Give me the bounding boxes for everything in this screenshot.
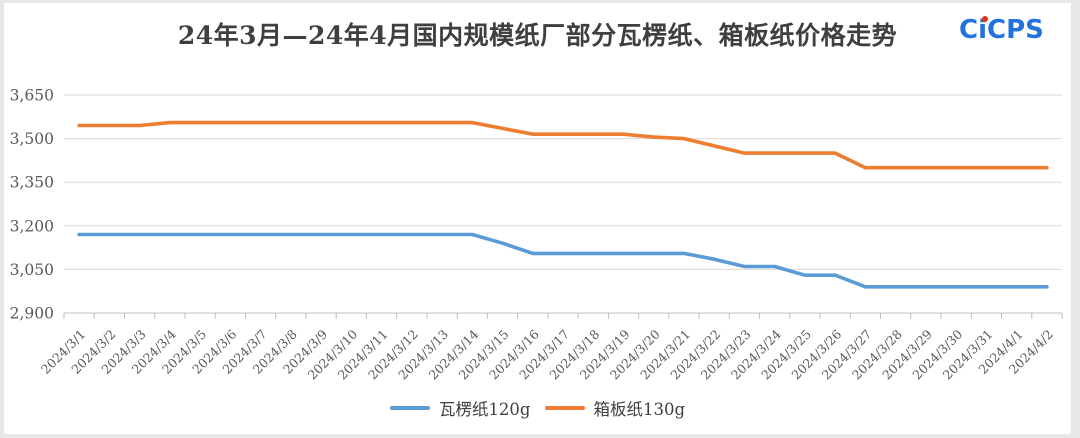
legend-label: 箱板纸130g — [593, 400, 686, 419]
series-line-0 — [77, 232, 1049, 289]
cicps-logo-dot-icon — [982, 16, 988, 22]
y-axis-label: 3,350 — [10, 174, 54, 192]
chart-card: 24年3月—24年4月国内规模纸厂部分瓦楞纸、箱板纸价格走势 CiCPS 2,9… — [4, 3, 1071, 434]
y-axis-label: 3,050 — [10, 261, 54, 279]
legend-swatch-icon — [389, 406, 430, 410]
y-axis-label: 3,650 — [10, 87, 54, 105]
legend-swatch-icon — [544, 406, 585, 410]
legend-item: 瓦楞纸120g — [389, 396, 531, 420]
y-axis-label: 3,500 — [10, 130, 54, 148]
y-axis-label: 2,900 — [10, 305, 54, 323]
chart-title: 24年3月—24年4月国内规模纸厂部分瓦楞纸、箱板纸价格走势 — [177, 21, 898, 50]
legend-item: 箱板纸130g — [544, 396, 686, 420]
legend-label: 瓦楞纸120g — [438, 400, 531, 419]
cicps-logo: CiCPS — [959, 15, 1045, 45]
price-line-chart: 2,9003,0503,2003,3503,5003,6502024/3/120… — [10, 87, 1063, 382]
series-line-1 — [77, 120, 1049, 170]
cicps-logo-text: CiCPS — [959, 15, 1044, 45]
chart-legend: 瓦楞纸120g 箱板纸130g — [4, 396, 1071, 420]
y-axis-label: 3,200 — [10, 217, 54, 235]
